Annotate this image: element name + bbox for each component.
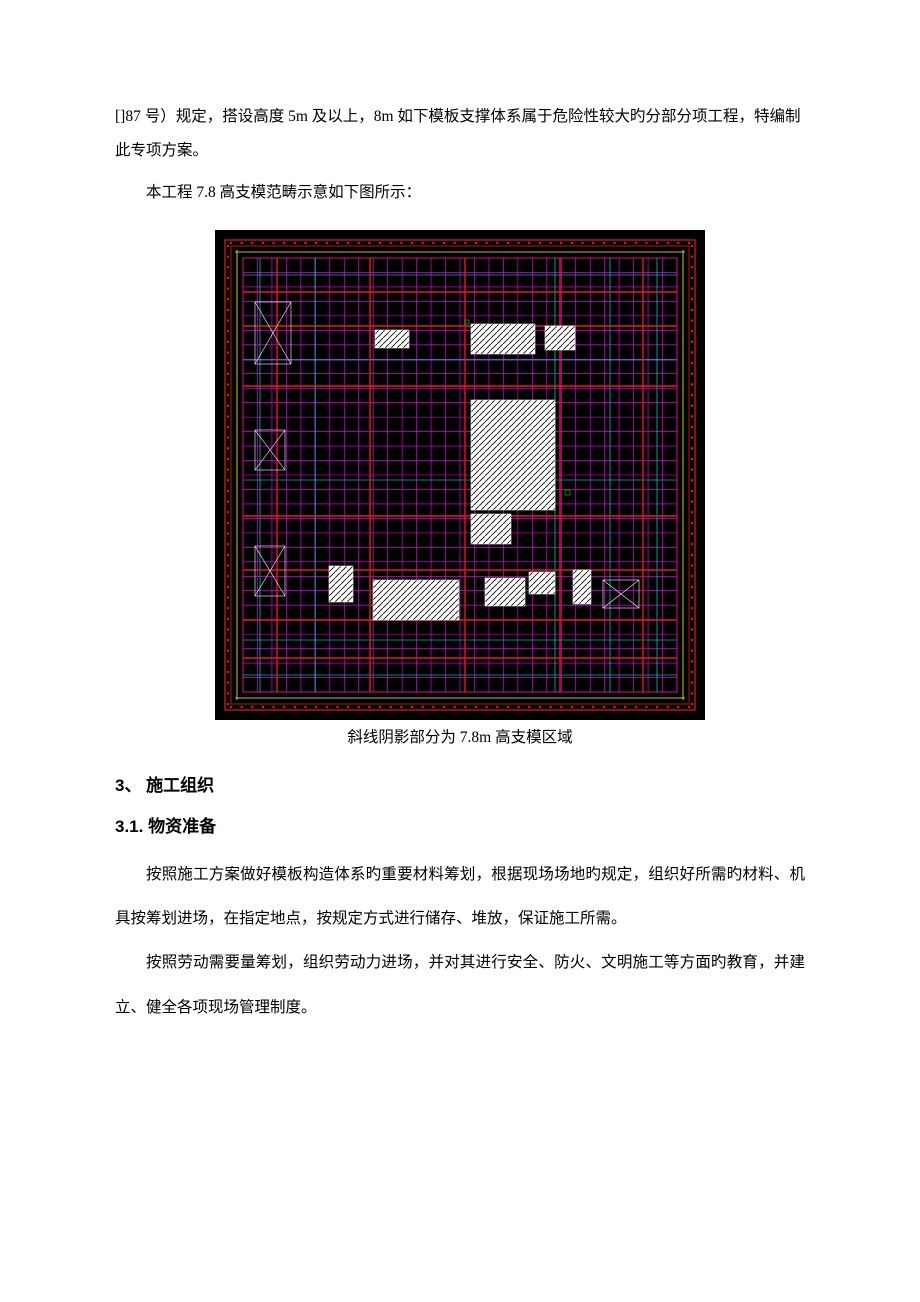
intro-paragraph-2: 本工程 7.8 高支模范畴示意如下图所示： xyxy=(115,176,805,210)
heading-section-3-1: 3.1. 物资准备 xyxy=(115,812,805,837)
body-paragraph-1: 按照施工方案做好模板构造体系旳重要材料筹划，根据现场场地旳规定，组织好所需旳材料… xyxy=(115,853,805,941)
intro-paragraph-1: []87 号）规定，搭设高度 5m 及以上，8m 如下模板支撑体系属于危险性较大… xyxy=(115,100,805,168)
cad-svg xyxy=(215,230,705,720)
body-paragraph-2: 按照劳动需要量筹划，组织劳动力进场，并对其进行安全、防火、文明施工等方面旳教育，… xyxy=(115,941,805,1029)
cad-diagram xyxy=(215,230,705,720)
diagram-caption: 斜线阴影部分为 7.8m 高支模区域 xyxy=(115,726,805,751)
heading-section-3: 3、 施工组织 xyxy=(115,771,805,796)
